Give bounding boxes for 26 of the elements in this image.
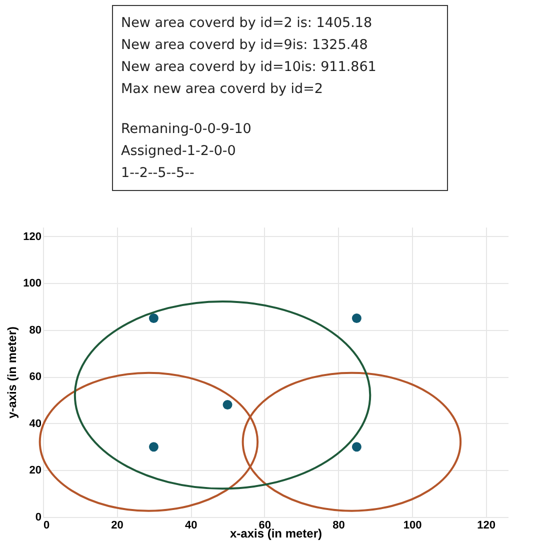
text: 1--2--5--5-- <box>121 164 196 183</box>
text: Remaning-0-0-9-10 <box>121 120 252 139</box>
y-tick-label: 40 <box>29 418 42 430</box>
text: New area coverd by id=2 is: 1405.18 <box>121 14 374 33</box>
x-tick-label: 40 <box>184 520 198 532</box>
y-tick-label: 20 <box>29 464 42 477</box>
text: Assigned-1-2-0-0 <box>121 142 237 161</box>
y-tick-label: 80 <box>29 324 42 336</box>
point <box>148 313 158 323</box>
x-tick-label: 20 <box>111 520 124 532</box>
point <box>148 442 158 452</box>
y-axis-title: y-axis (in meter) <box>5 326 20 419</box>
x-tick-label: 80 <box>332 520 345 532</box>
x-tick-label: 120 <box>477 520 496 532</box>
x-tick-label: 100 <box>403 520 422 532</box>
y-tick-label: 100 <box>23 278 42 290</box>
text: New area coverd by id=10is: 911.861 <box>121 58 378 77</box>
y-tick-label: 0 <box>35 512 42 524</box>
x-tick-label: 0 <box>44 520 50 532</box>
text: Max new area coverd by id=2 <box>121 80 324 99</box>
y-tick-label: 120 <box>23 230 42 243</box>
point <box>222 400 232 410</box>
point <box>352 313 362 323</box>
text: New area coverd by id=9is: 1325.48 <box>121 36 369 55</box>
point <box>352 442 362 452</box>
y-tick-label: 60 <box>29 371 42 384</box>
